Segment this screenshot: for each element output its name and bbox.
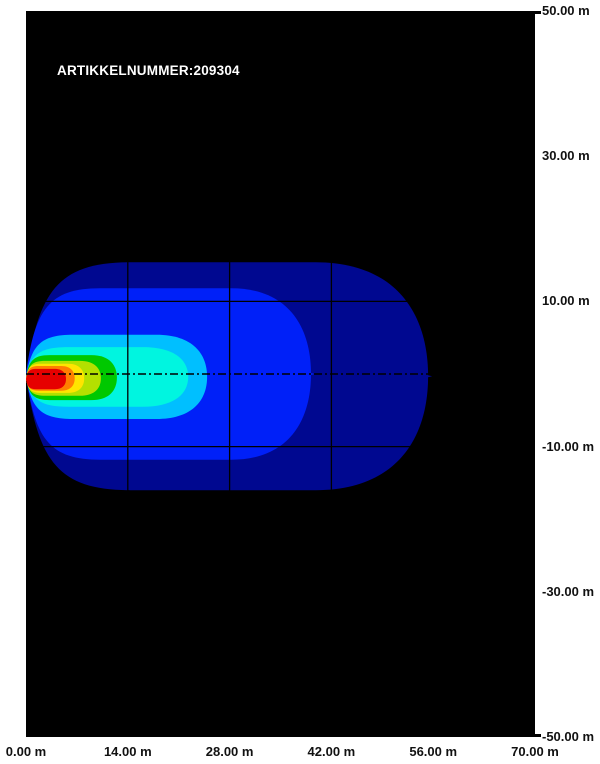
article-number-label: ARTIKKELNUMMER:209304 (57, 63, 240, 78)
y-tick-label: -10.00 m (542, 438, 595, 454)
x-tick-label: 0.00 m (5, 744, 47, 759)
x-tick-label: 42.00 m (307, 744, 356, 759)
axis-tick-top-right (535, 11, 541, 14)
y-tick-label: -30.00 m (542, 583, 595, 599)
axis-tick-bottom-right (535, 734, 541, 737)
y-tick-label: 30.00 m (542, 148, 590, 164)
band-red (26, 368, 66, 390)
y-tick-label: 50.00 m (542, 3, 590, 18)
x-tick-label: 28.00 m (205, 744, 254, 759)
plot-area: ARTIKKELNUMMER:209304 (26, 11, 535, 737)
y-tick-label: -50.00 m (542, 729, 595, 744)
x-tick-label: 70.00 m (511, 744, 559, 759)
isolux-contour-svg (26, 11, 535, 737)
y-tick-label: 10.00 m (542, 293, 590, 309)
x-tick-label: 56.00 m (409, 744, 458, 759)
x-tick-label: 14.00 m (103, 744, 152, 759)
